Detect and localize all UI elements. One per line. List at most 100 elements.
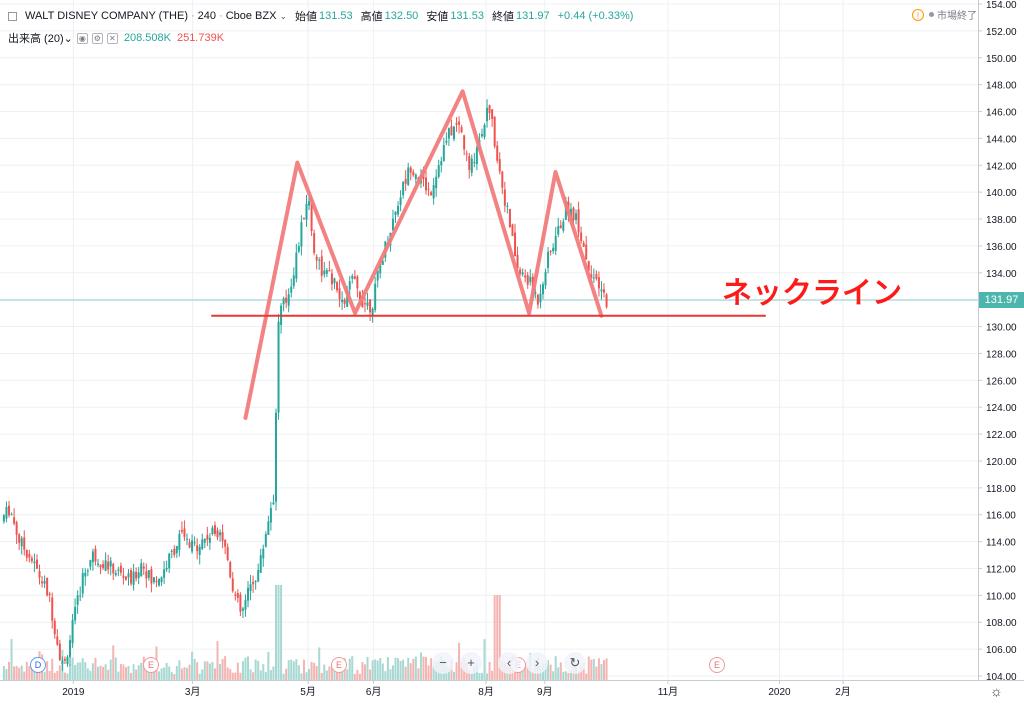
volume-bar (313, 662, 316, 680)
candle-body (536, 294, 539, 305)
chevron-down-icon[interactable]: ⌄ (279, 10, 287, 21)
earnings-event-icon[interactable]: E (331, 657, 347, 673)
volume-bar (361, 661, 364, 680)
candle-body (569, 208, 572, 218)
symbol-name[interactable]: WALT DISNEY COMPANY (THE) (25, 10, 188, 22)
candle-body (81, 572, 84, 594)
candle-body (180, 530, 183, 532)
candle-body (468, 155, 471, 170)
candle-body (135, 571, 138, 579)
volume-bar (330, 664, 333, 680)
volume-label[interactable]: 出来高 (20) (8, 33, 64, 45)
volume-bar (310, 661, 313, 680)
volume-bar (56, 671, 59, 680)
earnings-event-icon[interactable]: E (143, 657, 159, 673)
candle-body (580, 232, 583, 242)
scroll-right-button[interactable]: › (526, 652, 548, 674)
volume-bar (290, 659, 293, 680)
volume-bar (460, 661, 463, 680)
candle-body (338, 288, 341, 299)
gear-icon[interactable]: ⚙ (91, 32, 103, 44)
volume-bar (13, 666, 16, 680)
candle-body (414, 174, 417, 180)
close-icon[interactable]: ✕ (106, 32, 118, 44)
volume-bar (185, 667, 188, 680)
collapse-toggle-icon[interactable] (8, 11, 17, 21)
y-tick-label: 136.00 (986, 242, 1017, 253)
eye-icon[interactable]: ◉ (76, 32, 88, 44)
candle-body (127, 573, 130, 578)
volume-bar (295, 659, 298, 680)
candle-body (295, 252, 298, 279)
candle-body (247, 587, 250, 601)
volume-bar (338, 666, 341, 680)
volume-bar (603, 660, 606, 680)
candle-body (241, 608, 244, 611)
candle-body (147, 570, 150, 578)
candle-body (28, 553, 31, 558)
zoom-in-button[interactable]: + (460, 652, 482, 674)
warning-icon[interactable]: ! (912, 8, 924, 21)
volume-ma-value: 251.739K (176, 32, 225, 44)
volume-bar (203, 661, 206, 680)
candle-body (259, 555, 262, 573)
y-tick-label: 126.00 (986, 376, 1017, 387)
candle-body (498, 159, 501, 172)
volume-bar (35, 668, 38, 680)
volume-bar (356, 669, 359, 680)
earnings-event-icon[interactable]: E (709, 657, 725, 673)
candle-body (374, 283, 377, 311)
volume-bar (53, 672, 56, 680)
price-axis[interactable]: 104.00 106.00 108.00 110.00 112.00 114.00 116.… (978, 0, 1024, 704)
candle-body (412, 171, 415, 176)
volume-bar (384, 671, 387, 680)
volume-bar (386, 657, 389, 680)
volume-bar (269, 670, 272, 680)
chevron-down-icon[interactable]: ⌄ (63, 32, 73, 45)
volume-bar (79, 662, 82, 680)
candle-body (285, 297, 288, 303)
status-dot-icon (929, 12, 934, 17)
time-axis[interactable]: 2019 3月 5月 6月 8月 9月 11月 2020 2月 (0, 680, 1024, 698)
candle-body (430, 192, 433, 196)
volume-bar (498, 595, 501, 680)
volume-bar (486, 673, 489, 680)
candle-body (496, 145, 499, 161)
candle-body (404, 178, 407, 184)
y-tick-label: 120.00 (986, 457, 1017, 468)
candle-body (330, 273, 333, 285)
volume-bar (241, 661, 244, 680)
candle-body (229, 562, 232, 578)
y-tick-label: 118.00 (986, 484, 1016, 495)
y-tick-label: 154.00 (986, 0, 1017, 11)
candle-body (447, 128, 450, 139)
candle-body (236, 593, 239, 598)
volume-bar (531, 672, 534, 680)
settings-gear-icon[interactable]: ☼ (990, 683, 1003, 699)
candle-body (158, 578, 161, 586)
volume-bar (211, 661, 214, 680)
volume-bar (158, 671, 161, 680)
candle-body (226, 546, 229, 560)
volume-bar (521, 668, 524, 680)
candle-body (91, 551, 94, 563)
scroll-left-button[interactable]: ‹ (498, 652, 520, 674)
volume-bar (127, 666, 130, 680)
candle-body (262, 548, 265, 559)
candle-body (493, 116, 496, 147)
candle-body (600, 289, 603, 292)
candle-body (590, 274, 593, 279)
reset-chart-button[interactable]: ↻ (564, 652, 586, 674)
candle-body (124, 576, 127, 580)
interval[interactable]: 240 (197, 10, 217, 22)
volume-bar (554, 656, 557, 680)
candle-body (318, 259, 321, 261)
candle-body (425, 177, 428, 191)
dividend-event-icon[interactable]: D (30, 657, 46, 673)
volume-bar (595, 666, 598, 680)
volume-bar (48, 670, 51, 680)
volume-bar (447, 667, 450, 680)
zoom-out-button[interactable]: − (432, 652, 454, 674)
volume-bar (348, 658, 351, 680)
